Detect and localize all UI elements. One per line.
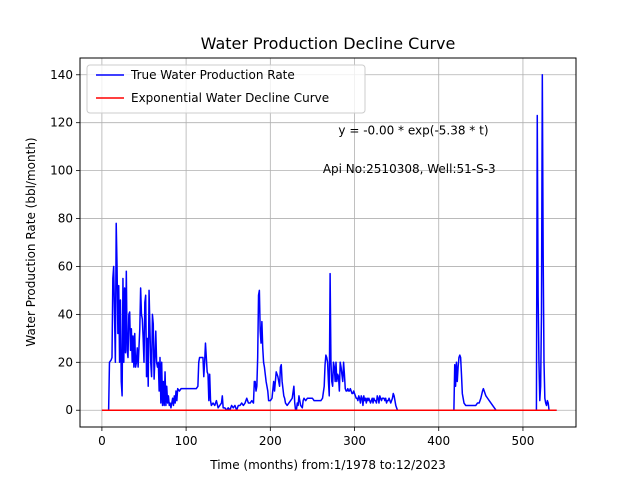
- axes-frame: [79, 57, 577, 428]
- x-axis-ticks: 0 100 200 300 400 500: [98, 427, 534, 448]
- y-tick-label: 120: [50, 116, 73, 130]
- legend-items: True Water Production Rate Exponential Wa…: [96, 68, 329, 105]
- plot-area: [101, 74, 557, 411]
- x-tick-label: 500: [511, 434, 534, 448]
- legend: True Water Production Rate Exponential Wa…: [86, 64, 366, 114]
- x-tick-label: 200: [259, 434, 282, 448]
- chart-title: Water Production Decline Curve: [201, 34, 456, 53]
- x-tick-label: 0: [98, 434, 106, 448]
- legend-box: [86, 64, 366, 114]
- legend-label-1: True Water Production Rate: [130, 68, 295, 82]
- y-axis-ticks: 0 20 40 60 80 100 120 140: [50, 68, 80, 417]
- legend-label-2: Exponential Water Decline Curve: [131, 91, 329, 105]
- y-tick-label: 140: [50, 68, 73, 82]
- y-tick-label: 20: [58, 355, 73, 369]
- y-tick-label: 100: [50, 164, 73, 178]
- annotation-2: Api No:2510308, Well:51-S-3: [323, 162, 496, 176]
- x-tick-label: 300: [343, 434, 366, 448]
- annotations: y = -0.00 * exp(-5.38 * t) Api No:2510308…: [323, 124, 496, 176]
- x-axis-label: Time (months) from:1/1978 to:12/2023: [209, 458, 446, 472]
- x-tick-label: 100: [175, 434, 198, 448]
- annotation-1: y = -0.00 * exp(-5.38 * t): [338, 124, 488, 138]
- x-tick-label: 400: [427, 434, 450, 448]
- series-layer: [101, 74, 557, 411]
- y-tick-label: 60: [58, 259, 73, 273]
- y-axis-label: Water Production Rate (bbl/month): [24, 137, 38, 346]
- y-tick-label: 80: [58, 212, 73, 226]
- y-tick-label: 40: [58, 307, 73, 321]
- y-tick-label: 0: [65, 403, 73, 417]
